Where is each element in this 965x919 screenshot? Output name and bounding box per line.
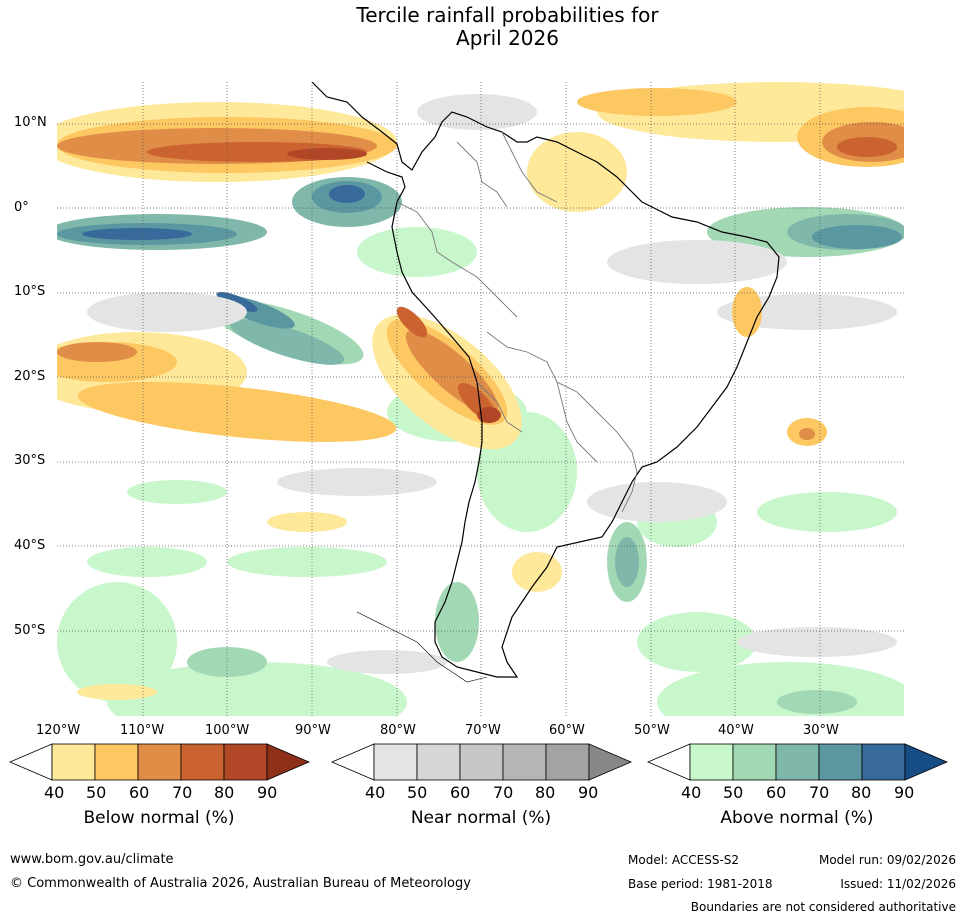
colorbar-high-triangle	[904, 743, 948, 781]
colorbar-swatch	[223, 743, 268, 781]
lon-label-50w: 50°W	[634, 723, 670, 738]
coastline	[311, 82, 780, 683]
lon-label-120w: 120°W	[36, 723, 81, 738]
colorbar-swatch	[689, 743, 734, 781]
colorbar-high-triangle	[266, 743, 310, 781]
below-tick: 40	[44, 783, 65, 802]
model-run: Model run: 09/02/2026	[818, 853, 956, 867]
above-tick: 50	[723, 783, 744, 802]
near-tick: 40	[365, 783, 386, 802]
probability-map	[57, 82, 904, 716]
chart-title: Tercile rainfall probabilities for April…	[0, 4, 965, 50]
lat-label-10s: 10°S	[14, 284, 46, 299]
colorbar-swatch	[502, 743, 547, 781]
colorbar-low-triangle	[8, 743, 53, 781]
map-canvas	[57, 82, 904, 716]
colorbar-swatch	[732, 743, 777, 781]
lat-label-40s: 40°S	[14, 538, 46, 553]
colorbar-swatch	[775, 743, 820, 781]
lat-label-50s: 50°S	[14, 623, 46, 638]
lat-label-20s: 20°S	[14, 369, 46, 384]
model-name: Model: ACCESS-S2	[628, 853, 740, 867]
colorbar-high-triangle	[588, 743, 632, 781]
colorbar-swatch	[373, 743, 418, 781]
colorbar-swatch	[818, 743, 863, 781]
below-normal-colorbar	[8, 743, 310, 781]
colorbar-swatch	[137, 743, 182, 781]
above-normal-colorbar	[646, 743, 948, 781]
above-tick: 70	[809, 783, 830, 802]
base-period: Base period: 1981-2018	[628, 877, 773, 891]
near-tick: 50	[407, 783, 428, 802]
lon-label-100w: 100°W	[205, 723, 250, 738]
issued-date: Issued: 11/02/2026	[840, 877, 956, 891]
lat-label-30s: 30°S	[14, 453, 46, 468]
near-tick: 70	[493, 783, 514, 802]
below-tick: 90	[257, 783, 278, 802]
colorbar-swatch	[545, 743, 590, 781]
colorbar-low-triangle	[646, 743, 691, 781]
above-tick: 60	[766, 783, 787, 802]
lon-label-90w: 90°W	[295, 723, 331, 738]
near-normal-colorbar	[330, 743, 632, 781]
colorbar-swatch	[416, 743, 461, 781]
lat-label-0: 0°	[14, 200, 29, 215]
graticule	[57, 82, 904, 716]
near-normal-label: Near normal (%)	[410, 808, 552, 828]
colorbar-swatch	[51, 743, 96, 781]
above-tick: 90	[894, 783, 915, 802]
above-tick: 80	[851, 783, 872, 802]
lon-label-60w: 60°W	[549, 723, 585, 738]
colorbar-swatch	[94, 743, 139, 781]
near-tick: 80	[535, 783, 556, 802]
below-tick: 60	[129, 783, 150, 802]
lon-label-30w: 30°W	[803, 723, 839, 738]
above-normal-label: Above normal (%)	[720, 808, 874, 828]
below-tick: 80	[214, 783, 235, 802]
country-borders	[396, 131, 638, 513]
lon-label-70w: 70°W	[465, 723, 501, 738]
above-tick: 40	[681, 783, 702, 802]
below-tick: 70	[172, 783, 193, 802]
colorbar-swatch	[180, 743, 225, 781]
boundaries-note: Boundaries are not considered authoritat…	[690, 900, 956, 914]
title-line-1: Tercile rainfall probabilities for	[356, 3, 659, 27]
lon-label-40w: 40°W	[718, 723, 754, 738]
near-tick: 60	[450, 783, 471, 802]
below-normal-label: Below normal (%)	[83, 808, 235, 828]
colorbar-swatch	[861, 743, 906, 781]
colorbar-low-triangle	[330, 743, 375, 781]
lon-label-80w: 80°W	[380, 723, 416, 738]
copyright: © Commonwealth of Australia 2026, Austra…	[10, 876, 471, 891]
title-line-2: April 2026	[456, 26, 559, 50]
near-tick: 90	[578, 783, 599, 802]
below-tick: 50	[86, 783, 107, 802]
near-normal-areas	[87, 94, 897, 674]
lon-label-110w: 110°W	[120, 723, 165, 738]
lat-label-10n: 10°N	[14, 115, 47, 130]
below-normal-areas	[57, 82, 904, 700]
colorbar-swatch	[459, 743, 504, 781]
bom-url[interactable]: www.bom.gov.au/climate	[10, 852, 174, 867]
